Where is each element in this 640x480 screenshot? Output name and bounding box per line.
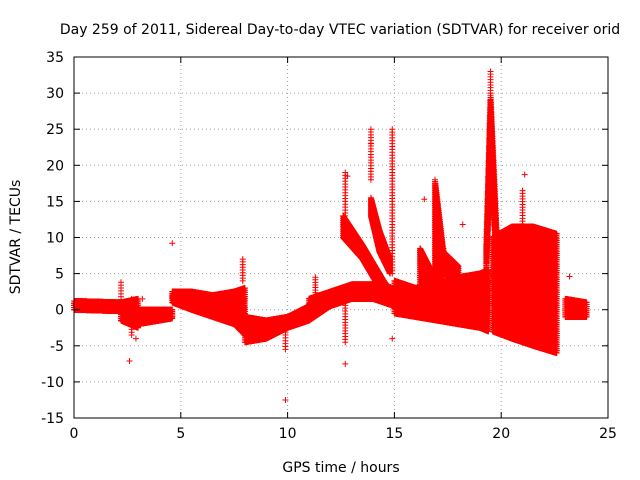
chart-title: Day 259 of 2011, Sidereal Day-to-day VTE… <box>60 22 620 38</box>
data-series <box>71 68 590 403</box>
